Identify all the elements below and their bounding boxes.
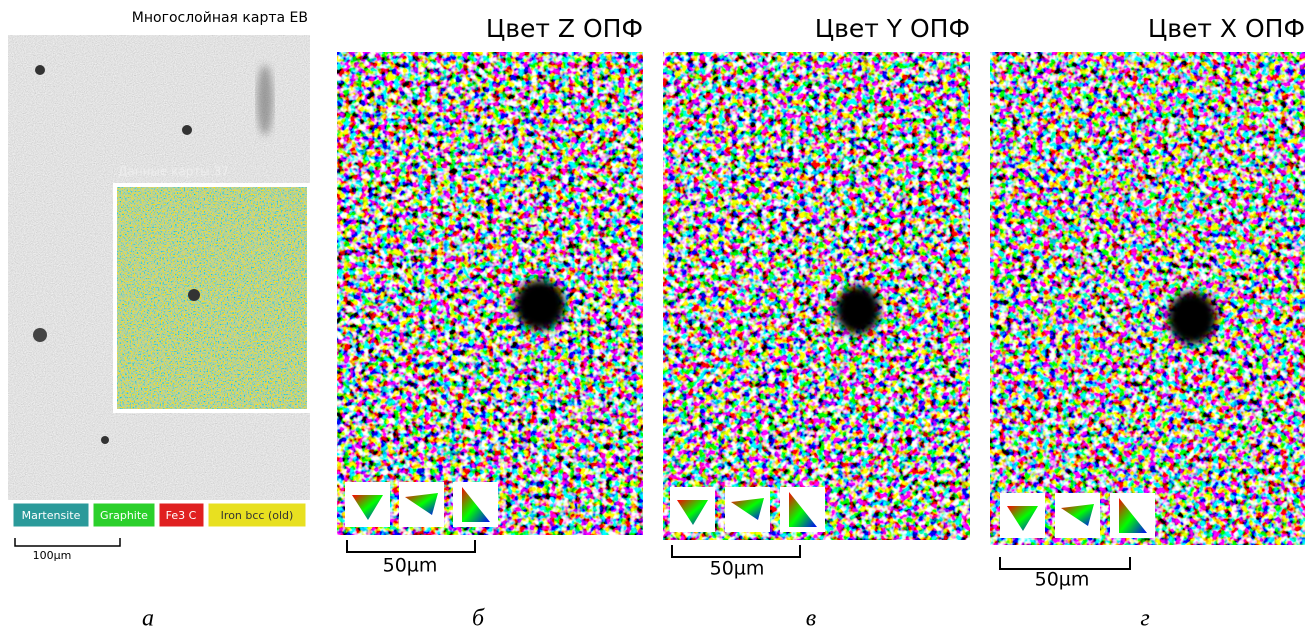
scale-label: 100µm <box>33 549 72 562</box>
scale-bar <box>14 538 121 547</box>
phase-map <box>117 187 307 409</box>
legend-label: Martensite <box>22 509 81 522</box>
panel-title: Цвет X ОПФ <box>1148 14 1305 43</box>
scale-bar <box>346 540 476 553</box>
scale-label: 50µm <box>383 555 438 577</box>
pore <box>836 286 880 334</box>
scale-bar <box>999 557 1131 570</box>
panel-label: а <box>142 606 154 632</box>
surface-feature <box>257 65 273 135</box>
scale-label: 50µm <box>1035 569 1090 591</box>
legend-swatch <box>12 502 90 528</box>
ipf-keys <box>345 482 498 527</box>
ebsd-map <box>663 52 970 540</box>
panel-title: Цвет Y ОПФ <box>815 14 970 43</box>
panel-label: б <box>472 606 485 632</box>
ipf-keys <box>1000 493 1155 538</box>
pit <box>188 289 200 301</box>
legend-label: Iron bcc (old) <box>221 509 294 522</box>
legend-swatch <box>92 502 156 528</box>
legend-swatch <box>158 502 205 528</box>
panel-label: в <box>806 606 816 632</box>
scale-bar <box>671 545 801 558</box>
legend-label: Fe3 C <box>166 509 197 522</box>
panel-title: Цвет Z ОПФ <box>486 14 643 43</box>
pit <box>33 328 47 342</box>
panel-title: Многослойная карта EB <box>132 10 308 26</box>
ipf-keys <box>670 487 825 532</box>
pore <box>1168 292 1216 344</box>
legend-swatch <box>207 502 307 528</box>
pore <box>515 280 565 330</box>
inset-title: Данные карты 37 <box>118 165 229 179</box>
scale-label: 50µm <box>710 558 765 580</box>
panel-label: г <box>1140 606 1149 632</box>
pit <box>35 65 45 75</box>
pit <box>101 436 109 444</box>
legend-label: Graphite <box>100 509 148 522</box>
ebsd-map <box>990 52 1305 545</box>
ebsd-map <box>337 52 643 535</box>
pit <box>182 125 192 135</box>
